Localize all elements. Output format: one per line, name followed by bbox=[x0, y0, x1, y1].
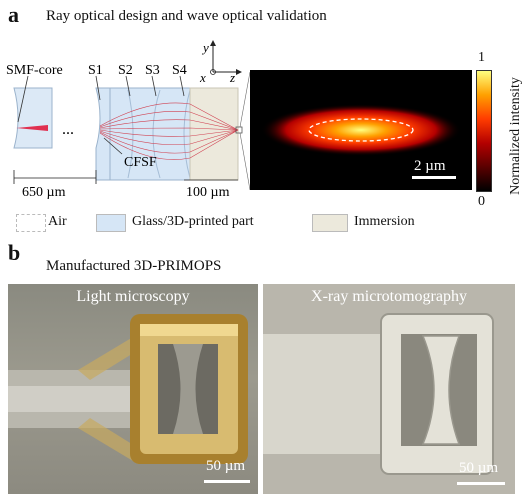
zoom-guide-bottom bbox=[239, 132, 250, 191]
smf-core-label: SMF-core bbox=[6, 63, 63, 78]
legend-swatch-immersion bbox=[312, 214, 348, 232]
heatmap-scale-label: 2 µm bbox=[414, 158, 446, 174]
xray-scale-label: 50 µm bbox=[459, 460, 499, 476]
panel-b-caption: Manufactured 3D-PRIMOPS bbox=[46, 258, 222, 274]
light-microscopy-drawing bbox=[8, 314, 248, 464]
dim-100-label: 100 µm bbox=[186, 185, 230, 200]
axis-z-label: z bbox=[229, 70, 235, 85]
ray-bundle bbox=[99, 102, 239, 160]
cfsf-pointer bbox=[103, 137, 123, 155]
legend-label-glass: Glass/3D-printed part bbox=[132, 214, 254, 229]
legend-label-air: Air bbox=[48, 214, 67, 229]
xray-scale-bar bbox=[457, 482, 505, 485]
y-arrow-head bbox=[210, 40, 216, 46]
s3-label: S3 bbox=[145, 63, 160, 78]
heatmap-scale-bar bbox=[412, 176, 456, 179]
focus-marker bbox=[235, 126, 243, 134]
fiber-highlight bbox=[8, 386, 148, 412]
axis-y-label: y bbox=[201, 40, 209, 55]
s4-pointer bbox=[179, 75, 185, 97]
s1-pointer bbox=[95, 75, 101, 101]
immersion-block bbox=[189, 87, 239, 181]
legend-label-immersion: Immersion bbox=[354, 214, 415, 229]
panel-a-caption: Ray optical design and wave optical vali… bbox=[46, 8, 327, 24]
colorbar-title: Normalized intensity bbox=[508, 77, 522, 195]
legend-swatch-glass bbox=[96, 214, 126, 232]
s4-label: S4 bbox=[172, 63, 187, 78]
dim-650-label: 650 µm bbox=[22, 185, 66, 200]
fiber-block bbox=[13, 87, 53, 149]
z-arrow-head bbox=[236, 69, 242, 75]
light-microscopy-title: Light microscopy bbox=[76, 288, 190, 305]
cfsf-label: CFSF bbox=[124, 155, 157, 170]
lens-block bbox=[95, 87, 191, 181]
focal-spot bbox=[261, 104, 461, 156]
s3-pointer bbox=[151, 75, 157, 97]
xray-image: X-ray microtomography 50 µm bbox=[263, 284, 515, 494]
panel-a-letter: a bbox=[8, 2, 19, 27]
light-microscopy-image: Light microscopy 50 µm bbox=[8, 284, 258, 494]
legend-swatch-air bbox=[16, 214, 46, 232]
surface-s3 bbox=[152, 89, 161, 179]
zoom-guide-top bbox=[239, 71, 250, 128]
xray-drawing bbox=[263, 313, 494, 475]
s2-label: S2 bbox=[118, 63, 133, 78]
focal-spot-outline bbox=[308, 118, 414, 142]
smf-pointer bbox=[17, 75, 29, 123]
xray-lens bbox=[421, 335, 461, 445]
xray-title: X-ray microtomography bbox=[311, 288, 467, 305]
panel-b-letter: b bbox=[8, 240, 21, 265]
light-microscopy-scale-bar bbox=[204, 480, 250, 483]
xray-fiber bbox=[263, 334, 383, 454]
s2-pointer bbox=[125, 75, 131, 97]
colorbar-min-label: 0 bbox=[478, 194, 485, 209]
s1-label: S1 bbox=[88, 63, 103, 78]
intensity-heatmap: 2 µm bbox=[250, 70, 472, 190]
ellipsis-text: ... bbox=[62, 121, 74, 138]
light-microscopy-scale-label: 50 µm bbox=[206, 458, 246, 474]
x-axis-dot bbox=[210, 69, 216, 75]
smf-core-beam bbox=[16, 125, 48, 131]
axis-x-label: x bbox=[199, 70, 206, 85]
colorbar bbox=[476, 70, 492, 192]
surface-s4 bbox=[183, 89, 191, 179]
optical-design-schematic: ... SMF-core S1 S2 S3 S4 CFSF y x z 650 … bbox=[6, 40, 250, 200]
lens-shape bbox=[173, 344, 203, 434]
structure-top-edge bbox=[140, 324, 238, 336]
colorbar-max-label: 1 bbox=[478, 50, 485, 65]
